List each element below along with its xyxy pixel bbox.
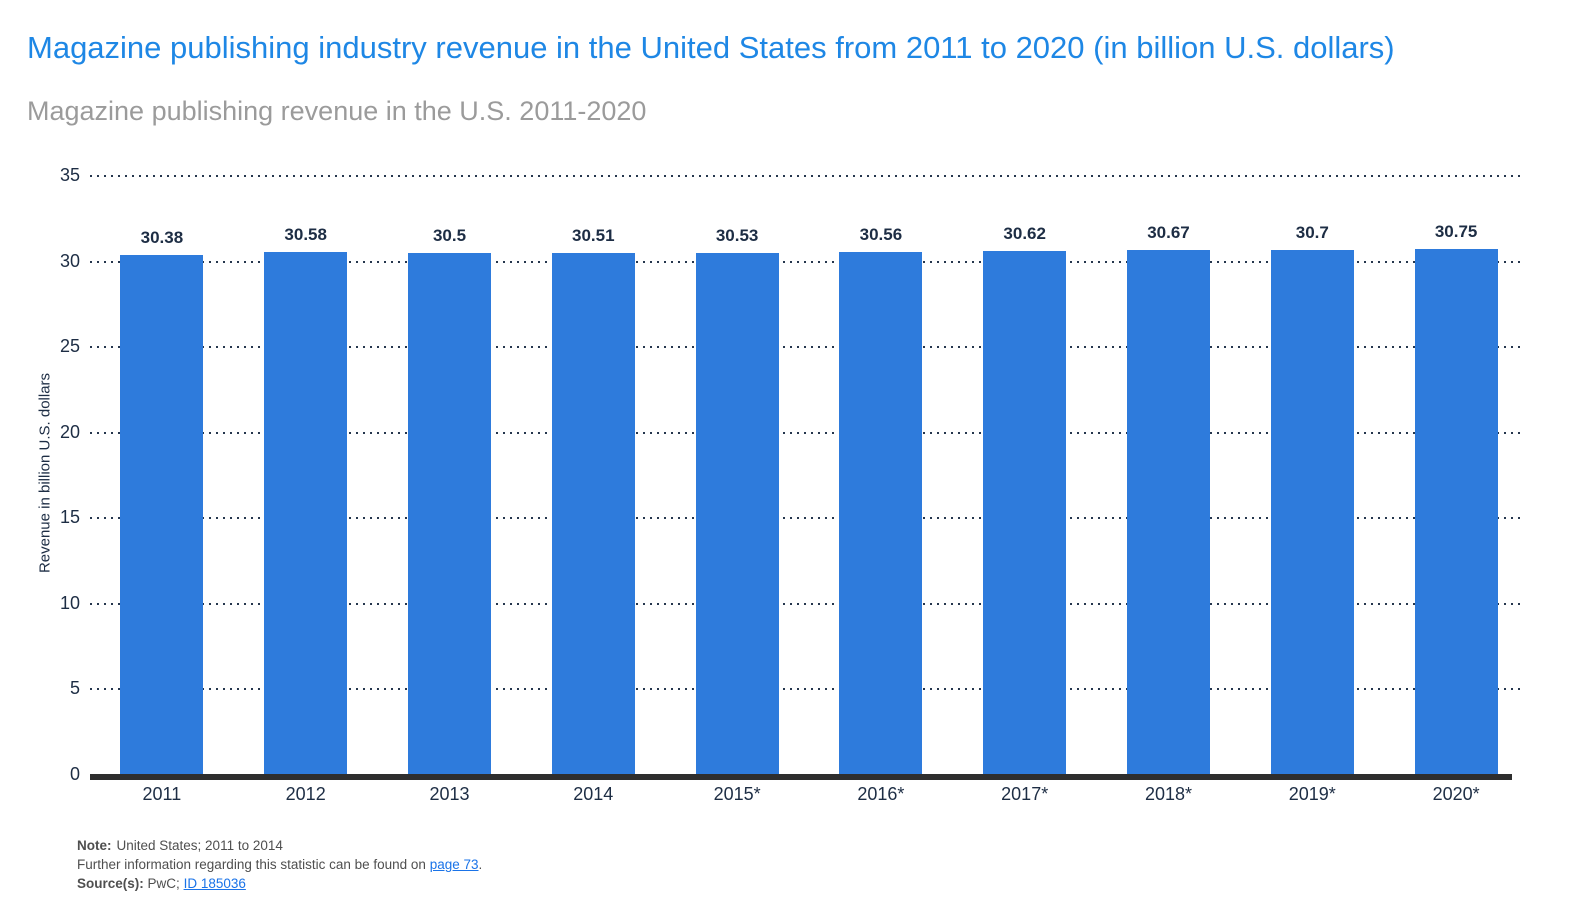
bar-2011[interactable] bbox=[120, 255, 204, 775]
x-tick-label-2018*: 2018* bbox=[1144, 784, 1193, 804]
bar-2019*[interactable] bbox=[1270, 249, 1354, 775]
bar-2020*[interactable] bbox=[1414, 248, 1498, 775]
bar-value-label-2018*: 30.67 bbox=[1147, 223, 1190, 243]
bar-2016*[interactable] bbox=[839, 251, 923, 775]
page-title: Magazine publishing industry revenue in … bbox=[27, 29, 1395, 65]
bar-2013[interactable] bbox=[408, 253, 491, 775]
gridline-20 bbox=[90, 431, 1523, 434]
y-tick-label-25: 25 bbox=[59, 336, 80, 357]
note-text: United States; 2011 to 2014 bbox=[116, 838, 283, 853]
gridline-30 bbox=[90, 260, 1523, 263]
x-tick-label-2020*: 2020* bbox=[1432, 784, 1480, 804]
note-line: Note: United States; 2011 to 2014 bbox=[77, 836, 482, 855]
source-line: Source(s): PwC; ID 185036 bbox=[77, 874, 482, 893]
bar-2015*[interactable] bbox=[695, 252, 779, 775]
y-tick-label-35: 35 bbox=[59, 165, 80, 185]
source-label: Source(s): bbox=[77, 876, 144, 891]
x-tick-label-2014: 2014 bbox=[573, 784, 614, 804]
source-text: PwC; bbox=[147, 876, 180, 891]
y-tick-label-5: 5 bbox=[69, 678, 80, 699]
bar-value-label-2015*: 30.53 bbox=[715, 225, 759, 245]
page-73-link[interactable]: page 73 bbox=[429, 857, 479, 872]
x-tick-label-2011: 2011 bbox=[142, 784, 182, 804]
x-axis-line bbox=[90, 774, 1512, 780]
further-info-line: Further information regarding this stati… bbox=[77, 855, 482, 874]
y-tick-label-20: 20 bbox=[59, 421, 80, 442]
y-tick-label-30: 30 bbox=[59, 250, 80, 271]
further-info-period: . bbox=[478, 857, 483, 872]
source-id-link[interactable]: ID 185036 bbox=[183, 876, 246, 891]
bar-value-label-2011: 30.38 bbox=[140, 228, 184, 248]
bar-value-label-2017*: 30.62 bbox=[1003, 223, 1046, 243]
chart-footnote: Note: United States; 2011 to 2014 Further… bbox=[77, 836, 482, 893]
gridline-15 bbox=[90, 517, 1523, 520]
y-axis-title: Revenue in billion U.S. dollars bbox=[36, 372, 54, 574]
bar-2017*[interactable] bbox=[983, 250, 1067, 775]
gridline-35 bbox=[90, 175, 1523, 177]
page-subtitle: Magazine publishing revenue in the U.S. … bbox=[27, 96, 647, 126]
bar-value-label-2014: 30.51 bbox=[572, 225, 615, 245]
gridline-25 bbox=[90, 346, 1523, 349]
bar-2014[interactable] bbox=[551, 252, 635, 775]
y-tick-label-0: 0 bbox=[69, 764, 80, 784]
x-tick-label-2012: 2012 bbox=[285, 784, 326, 804]
x-tick-label-2013: 2013 bbox=[429, 784, 470, 804]
x-tick-label-2015*: 2015* bbox=[713, 784, 761, 804]
bar-2018*[interactable] bbox=[1127, 250, 1210, 775]
bar-value-label-2016*: 30.56 bbox=[859, 224, 903, 244]
bar-value-label-2020*: 30.75 bbox=[1434, 221, 1478, 241]
further-info-text: Further information regarding this stati… bbox=[77, 857, 426, 872]
y-tick-label-10: 10 bbox=[59, 592, 80, 613]
x-tick-label-2019*: 2019* bbox=[1288, 784, 1336, 804]
bar-value-label-2012: 30.58 bbox=[284, 224, 327, 244]
gridline-10 bbox=[90, 602, 1523, 605]
x-tick-label-2017*: 2017* bbox=[1001, 784, 1049, 804]
gridline-5 bbox=[90, 688, 1523, 691]
x-tick-label-2016*: 2016* bbox=[857, 784, 905, 804]
note-label: Note: bbox=[77, 838, 112, 853]
bar-2012[interactable] bbox=[264, 251, 348, 775]
bar-value-label-2019*: 30.7 bbox=[1295, 222, 1329, 242]
bar-value-label-2013: 30.5 bbox=[432, 226, 467, 245]
y-tick-label-15: 15 bbox=[59, 507, 80, 528]
